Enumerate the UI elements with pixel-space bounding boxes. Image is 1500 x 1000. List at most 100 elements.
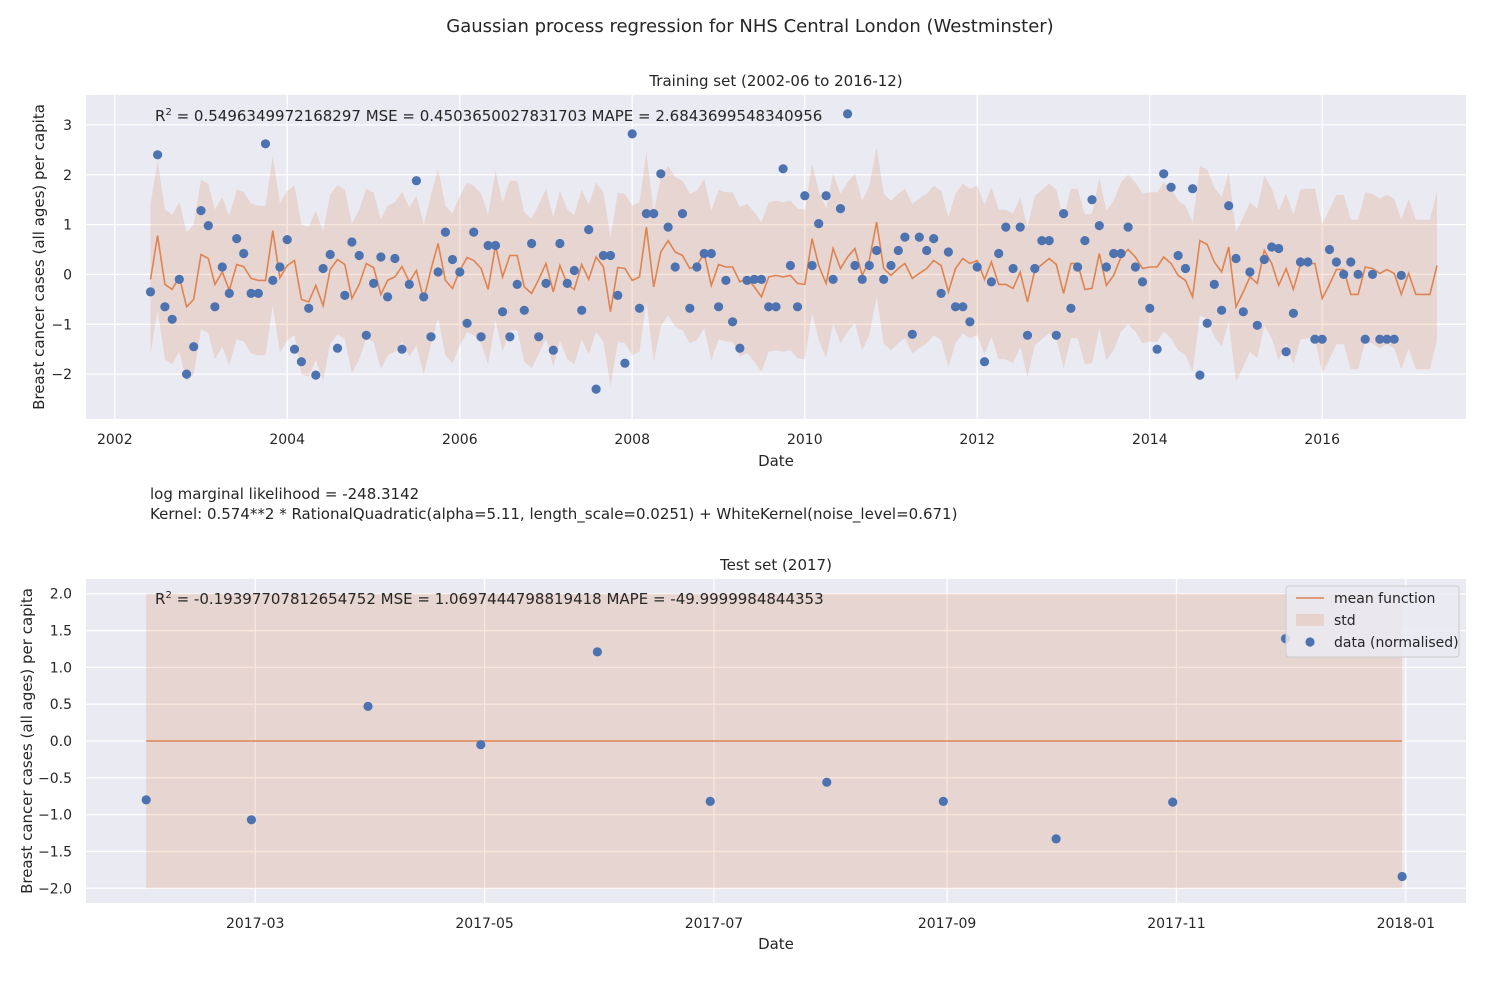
data-point (1317, 334, 1327, 344)
data-point (656, 169, 666, 179)
data-point (886, 260, 896, 271)
y-tick-label: 3 (63, 118, 72, 134)
data-point (591, 384, 601, 394)
data-point (426, 332, 436, 342)
data-point (555, 238, 565, 249)
data-point (433, 267, 443, 277)
data-point (771, 302, 781, 312)
data-point (620, 358, 630, 368)
data-point (1116, 248, 1126, 259)
data-point (756, 274, 767, 284)
data-point (598, 250, 609, 261)
data-point (1231, 253, 1241, 264)
data-point (232, 234, 242, 244)
r2-superscript: 2 (165, 107, 171, 118)
data-point (455, 267, 465, 277)
data-point (160, 302, 170, 312)
data-point (196, 206, 206, 216)
data-point (1044, 236, 1054, 246)
data-point (562, 278, 572, 288)
data-point (1274, 243, 1284, 254)
data-point (1001, 222, 1011, 232)
data-point (972, 262, 982, 272)
data-point (512, 279, 522, 289)
data-point (958, 302, 968, 312)
data-point (764, 302, 774, 312)
data-point (462, 318, 472, 328)
data-point (857, 274, 867, 284)
data-point (821, 191, 831, 201)
x-tick-label: 2010 (787, 432, 823, 448)
r2-label: R (155, 107, 165, 125)
data-point (670, 262, 680, 272)
data-point (145, 287, 156, 297)
data-point (950, 302, 961, 312)
y-tick-label: −1.0 (38, 808, 72, 824)
data-point (483, 240, 493, 251)
data-point (1087, 195, 1097, 205)
training-chart: 3 2 1 0 −1 −2 2002 2004 2006 2008 2010 2012 2014 2016… (30, 72, 1466, 470)
data-point (979, 357, 990, 367)
data-point (577, 305, 587, 315)
x-tick-label: 2008 (614, 432, 650, 448)
data-point (1066, 303, 1076, 313)
data-point (296, 357, 306, 367)
x-tick-label: 2017-07 (685, 916, 744, 932)
data-point (534, 332, 544, 342)
data-point (692, 262, 702, 272)
data-point (1015, 222, 1025, 232)
data-point (938, 796, 948, 807)
data-point (1037, 236, 1047, 246)
y-tick-label: −1.5 (38, 844, 72, 860)
data-point (1159, 169, 1169, 179)
data-point (383, 292, 393, 302)
data-point (498, 307, 508, 317)
x-axis-label: Date (758, 452, 794, 470)
data-point (1396, 270, 1406, 280)
data-point (1295, 257, 1306, 267)
data-point (167, 314, 177, 324)
data-point (634, 303, 645, 313)
data-point (1353, 269, 1363, 279)
data-point (1238, 307, 1248, 317)
x-tick-label: 2014 (1132, 432, 1168, 448)
kernel-text: Kernel: 0.574**2 * RationalQuadratic(alp… (150, 505, 958, 523)
y-tick-label: −0.5 (38, 771, 72, 787)
data-point (1123, 222, 1133, 232)
data-point (153, 150, 163, 160)
x-tick-label: 2016 (1304, 432, 1340, 448)
data-point (1252, 320, 1262, 330)
data-point (260, 139, 271, 149)
data-point (1188, 184, 1198, 194)
data-point (1152, 344, 1162, 354)
data-point (879, 274, 889, 284)
data-point (217, 262, 227, 272)
data-point (1168, 797, 1178, 807)
data-point (569, 265, 579, 276)
data-point (311, 370, 321, 380)
data-point (332, 343, 343, 353)
data-point (1360, 334, 1370, 344)
data-point (1310, 334, 1320, 344)
data-point (742, 275, 752, 285)
legend-std-swatch (1296, 614, 1324, 626)
data-point (922, 245, 932, 256)
data-point (807, 260, 817, 271)
data-point (1202, 318, 1212, 328)
data-point (1051, 834, 1061, 844)
data-point (872, 245, 882, 256)
data-point (519, 305, 529, 315)
y-tick-label: 2.0 (50, 587, 72, 603)
data-point (304, 303, 314, 313)
data-point (1059, 209, 1069, 219)
data-point (411, 176, 421, 186)
data-point (1303, 257, 1313, 267)
data-point (1331, 257, 1341, 267)
data-point (440, 227, 450, 237)
data-point (275, 262, 285, 272)
data-point (785, 260, 796, 271)
data-point (663, 222, 673, 232)
y-axis-label: Breast cancer cases (all ages) per capit… (30, 104, 48, 410)
y-axis-label: Breast cancer cases (all ages) per capit… (18, 588, 36, 894)
data-point (318, 263, 328, 274)
